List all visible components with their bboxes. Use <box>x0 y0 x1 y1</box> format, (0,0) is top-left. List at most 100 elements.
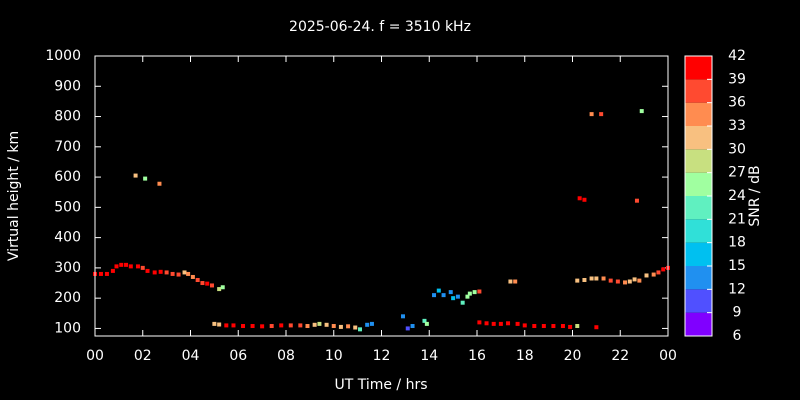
data-point <box>451 296 456 301</box>
x-tick-label: 22 <box>611 348 629 364</box>
data-point <box>575 278 580 283</box>
data-point <box>195 278 200 282</box>
data-point <box>224 323 229 328</box>
x-tick-label: 00 <box>86 348 104 364</box>
data-point <box>460 300 465 305</box>
data-point <box>575 324 580 329</box>
x-axis-label: UT Time / hrs <box>334 377 427 393</box>
y-tick-label: 200 <box>54 290 81 306</box>
colorbar-tick-label: 33 <box>728 118 746 134</box>
data-point <box>637 278 642 283</box>
plot-frame <box>94 55 669 337</box>
x-tick-label: 18 <box>516 348 534 364</box>
data-point <box>298 323 303 328</box>
data-point <box>279 323 284 328</box>
data-point <box>644 273 649 278</box>
colorbar-tick-label: 30 <box>728 141 746 157</box>
data-point <box>164 270 169 275</box>
data-point <box>182 270 187 275</box>
data-point <box>601 276 606 281</box>
data-point <box>338 324 343 329</box>
x-tick-label: 08 <box>277 348 295 364</box>
colorbar-band <box>685 219 712 243</box>
data-point <box>104 271 109 276</box>
data-point <box>599 112 604 117</box>
x-tick-label: 20 <box>564 348 582 364</box>
data-point <box>424 321 429 326</box>
data-point <box>577 196 582 201</box>
y-tick-label: 600 <box>54 169 81 185</box>
y-tick-label: 400 <box>54 230 81 246</box>
data-point <box>551 324 556 329</box>
data-point <box>515 321 520 326</box>
colorbar-tick-label: 42 <box>728 48 746 64</box>
data-point <box>152 270 157 275</box>
data-point <box>205 281 210 286</box>
data-point <box>405 326 410 331</box>
data-point <box>135 264 140 269</box>
data-point <box>158 269 163 274</box>
y-tick-label: 700 <box>54 139 81 155</box>
data-point <box>346 324 351 329</box>
data-point <box>217 287 222 292</box>
data-point <box>455 294 460 299</box>
data-point <box>532 324 537 329</box>
data-point <box>465 294 470 299</box>
data-point <box>484 321 489 326</box>
x-tick-label: 02 <box>134 348 152 364</box>
data-point <box>627 279 632 284</box>
data-point <box>143 176 148 181</box>
data-point <box>634 198 639 203</box>
data-point <box>269 324 274 329</box>
colorbar-band <box>685 56 712 80</box>
data-point <box>594 325 599 330</box>
data-point <box>145 268 150 273</box>
data-point <box>656 270 661 275</box>
data-point <box>400 314 405 319</box>
data-point <box>615 279 620 284</box>
y-tick-label: 800 <box>54 109 81 125</box>
x-tick-label: 14 <box>420 348 438 364</box>
data-point <box>448 290 453 295</box>
data-point <box>358 327 363 332</box>
data-point <box>441 293 446 298</box>
data-point <box>241 324 246 329</box>
x-tick-label: 10 <box>325 348 343 364</box>
x-tick-label: 12 <box>373 348 391 364</box>
colorbar-band <box>685 149 712 173</box>
data-point <box>508 279 513 284</box>
data-point <box>522 323 527 328</box>
data-point <box>209 283 214 288</box>
data-point <box>506 321 511 326</box>
data-point <box>98 271 103 276</box>
data-point <box>231 323 236 328</box>
data-point <box>317 321 322 326</box>
data-point <box>250 324 255 329</box>
data-point <box>436 288 441 293</box>
data-point <box>477 289 482 294</box>
data-point <box>312 322 317 327</box>
x-tick-label: 16 <box>468 348 486 364</box>
data-point <box>432 293 437 298</box>
y-tick-label: 1000 <box>45 48 81 64</box>
colorbar-band <box>685 266 712 290</box>
data-point <box>157 181 162 186</box>
colorbar-tick-label: 21 <box>728 211 746 227</box>
data-point <box>353 325 358 330</box>
data-point <box>110 268 115 273</box>
colorbar-band <box>685 126 712 150</box>
data-point <box>119 262 124 267</box>
data-point <box>477 320 482 325</box>
x-tick-label: 04 <box>182 348 200 364</box>
colorbar-label: SNR / dB <box>747 165 763 226</box>
data-point <box>305 324 310 329</box>
colorbar-band <box>685 102 712 126</box>
data-point <box>513 279 518 284</box>
data-point <box>651 272 656 277</box>
data-point <box>324 322 329 327</box>
data-point <box>467 291 472 296</box>
data-point <box>498 321 503 326</box>
data-point <box>582 197 587 202</box>
colorbar-tick-label: 6 <box>733 328 742 344</box>
